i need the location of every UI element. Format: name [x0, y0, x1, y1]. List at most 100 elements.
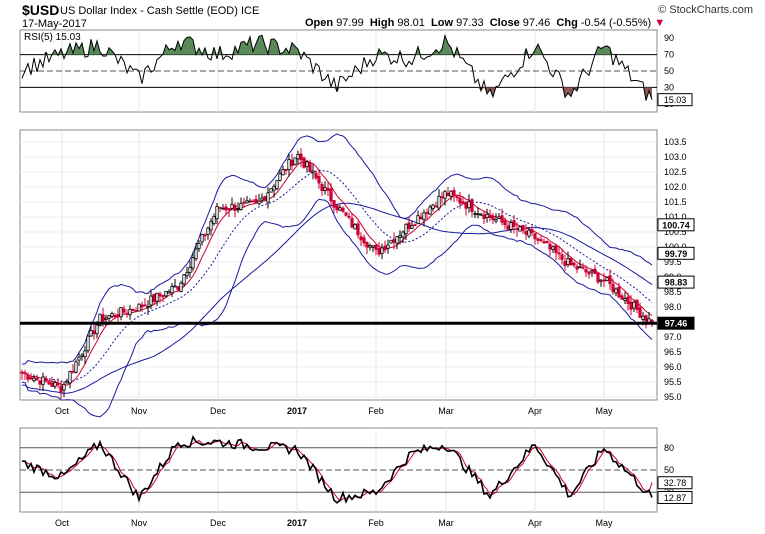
rsi-line: [21, 33, 653, 101]
price-tick-label: 95.5: [664, 377, 682, 387]
candle-body: [161, 295, 165, 298]
candle-body: [83, 350, 87, 358]
candle-body: [566, 258, 570, 265]
candle-body: [557, 252, 561, 255]
candle-body: [287, 159, 291, 170]
candle-body: [254, 198, 258, 203]
rsi-overbought-fill: [259, 35, 262, 55]
candle-body: [320, 184, 324, 192]
candle-body: [428, 206, 432, 215]
candle-body: [473, 212, 477, 215]
rsi-tick-label: 30: [664, 82, 674, 92]
candle-body: [59, 385, 63, 393]
candle-body: [623, 298, 627, 301]
price-tick-label: 101.5: [664, 197, 687, 207]
candle-body: [275, 180, 279, 189]
chg-label: Chg: [556, 17, 578, 29]
candle-body: [332, 200, 336, 208]
candle-body: [551, 246, 555, 250]
exchange-text: ICE: [240, 5, 260, 17]
candle-body: [266, 192, 270, 203]
candle-body: [290, 159, 294, 166]
candle-body: [212, 216, 216, 225]
candle-body: [86, 335, 90, 351]
candle-body: [407, 222, 411, 229]
price-tag-box: [657, 218, 695, 232]
candle-body: [356, 223, 360, 236]
rsi-overbought-fill: [211, 47, 214, 55]
candle-body: [422, 212, 426, 221]
candle-body: [614, 288, 618, 294]
rsi-oversold-fill: [565, 87, 568, 98]
description: US Dollar Index - Cash Settle (EOD) ICE: [60, 5, 259, 17]
candle-body: [569, 257, 573, 266]
rsi-overbought-fill: [295, 46, 298, 55]
rsi-overbought-fill: [76, 42, 79, 55]
candle-body: [638, 307, 642, 318]
rsi-overbought-fill: [607, 45, 610, 55]
candle-body: [464, 202, 468, 209]
candle-body: [419, 216, 423, 220]
candle-body: [455, 196, 459, 198]
candle-body: [518, 226, 522, 232]
candle-body: [191, 257, 195, 269]
candle-body: [239, 203, 243, 210]
rsi-overbought-fill: [79, 43, 82, 55]
candle-body: [215, 205, 219, 220]
candle-body: [578, 266, 582, 269]
rsi-tick-label: 70: [664, 50, 674, 60]
panel-frame-price: [19, 129, 658, 401]
candle-body: [68, 371, 72, 384]
sma-50-line: [21, 169, 653, 382]
chart-date: 17-May-2017: [22, 18, 87, 30]
rsi-overbought-fill: [271, 38, 274, 55]
candle-body: [635, 299, 639, 310]
high-label: High: [369, 17, 395, 29]
candle-body: [446, 192, 450, 197]
down-arrow-icon: ▼: [654, 17, 666, 29]
candle-body: [56, 383, 60, 386]
candle-body: [530, 229, 534, 233]
candle-body: [536, 238, 540, 241]
candle-body: [416, 215, 420, 224]
quote-line: Open 97.99 High 98.01 Low 97.33 Close 97…: [305, 17, 665, 29]
candle-body: [317, 176, 321, 184]
candle-body: [182, 274, 186, 285]
price-tick-label: 96.5: [664, 347, 682, 357]
x-tick-label: 2017: [287, 518, 307, 528]
candle-body: [353, 223, 357, 230]
candle-body: [236, 208, 240, 211]
x-tick-label: 2017: [287, 406, 307, 416]
candle-body: [137, 303, 141, 312]
candle-body: [527, 229, 531, 237]
price-tag-label: 100.74: [662, 220, 690, 230]
candle-body: [620, 295, 624, 300]
candle-body: [113, 315, 117, 318]
candle-body: [125, 312, 129, 315]
price-tick-label: 102.5: [664, 167, 687, 177]
rsi-overbought-fill: [274, 38, 277, 55]
candle-body: [515, 228, 519, 231]
candle-body: [371, 245, 375, 248]
candle-body: [29, 377, 33, 380]
candle-body: [284, 168, 288, 171]
rsi-overbought-fill: [232, 46, 235, 55]
candle-body: [617, 286, 621, 298]
x-tick-label: Oct: [55, 518, 70, 528]
candle-body: [173, 285, 177, 288]
candle-body: [563, 261, 567, 267]
candle-body: [500, 215, 504, 223]
stoch-tag-box: [657, 490, 693, 504]
chg-value: -0.54 (-0.55%): [580, 17, 652, 29]
candle-body: [377, 248, 381, 255]
candle-body: [233, 204, 237, 211]
candle-body: [596, 272, 600, 283]
candle-body: [74, 361, 78, 373]
candle-body: [476, 213, 480, 216]
rsi-overbought-fill: [445, 35, 448, 55]
candle-body: [296, 154, 300, 160]
x-tick-label: Mar: [438, 406, 454, 416]
rsi-tick-label: 90: [664, 33, 674, 43]
candle-body: [341, 207, 345, 212]
